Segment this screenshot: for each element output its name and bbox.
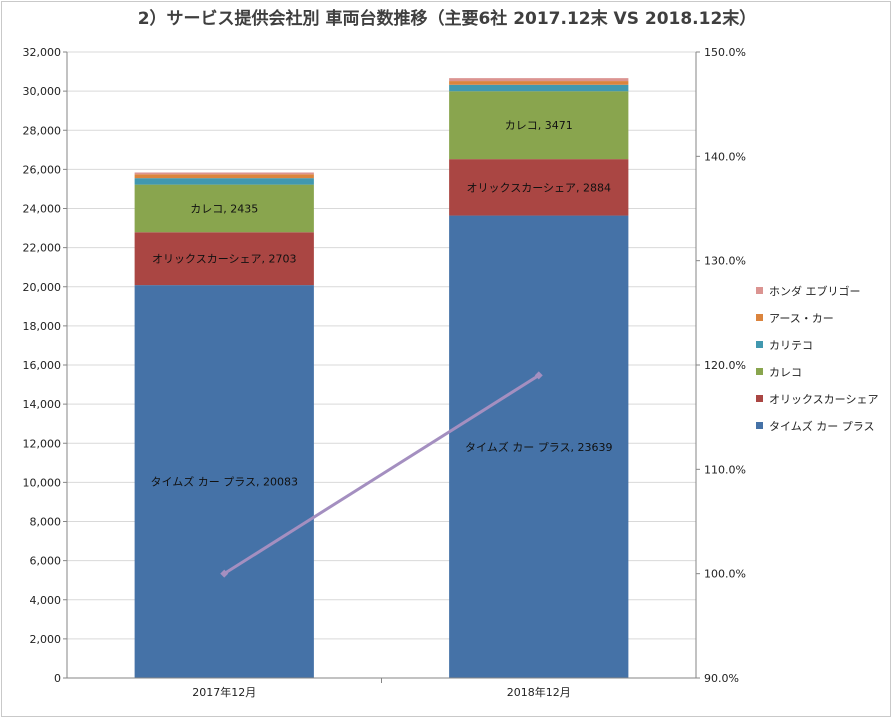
- y2-tick-label: 110.0%: [704, 463, 746, 476]
- y2-tick-label: 120.0%: [704, 359, 746, 372]
- legend-swatch: [756, 368, 763, 375]
- legend-item: カレコ: [756, 358, 888, 385]
- data-label: タイムズ カー プラス, 23639: [465, 440, 613, 454]
- data-label: オリックスカーシェア, 2884: [467, 181, 611, 194]
- bar-segment: [449, 215, 629, 678]
- bar-segment: [449, 78, 629, 82]
- y-tick-label: 18,000: [23, 320, 62, 333]
- y-tick-label: 8,000: [30, 516, 62, 529]
- y-tick-label: 10,000: [23, 476, 62, 489]
- bar-segment: [134, 184, 314, 233]
- chart-title: 2）サービス提供会社別 車両台数推移（主要6社 2017.12末 VS 2018…: [137, 9, 757, 29]
- y-tick-label: 22,000: [23, 242, 62, 255]
- y-tick-label: 6,000: [30, 555, 62, 568]
- y2-tick-label: 140.0%: [704, 150, 746, 163]
- data-label: タイムズ カー プラス, 20083: [150, 475, 298, 489]
- y-tick-label: 2,000: [30, 633, 62, 646]
- bar-segment: [449, 84, 629, 92]
- y2-tick-label: 150.0%: [704, 46, 746, 59]
- y2-tick-label: 90.0%: [704, 672, 739, 685]
- y-tick-label: 16,000: [23, 359, 62, 372]
- bar-segment: [449, 91, 629, 160]
- legend-swatch: [756, 341, 763, 348]
- legend-swatch: [756, 314, 763, 321]
- y-tick-label: 28,000: [23, 124, 62, 137]
- y2-tick-label: 100.0%: [704, 568, 746, 581]
- legend-item: カリテコ: [756, 331, 888, 358]
- x-tick-label: 2017年12月: [192, 685, 256, 699]
- y-tick-label: 24,000: [23, 203, 62, 216]
- legend-swatch: [756, 287, 763, 294]
- bar-segment: [134, 232, 314, 286]
- bar-segment: [134, 285, 314, 678]
- y-tick-label: 30,000: [23, 85, 62, 98]
- x-tick-label: 2018年12月: [507, 685, 571, 699]
- bar-segment: [134, 174, 314, 179]
- y-tick-label: 12,000: [23, 437, 62, 450]
- y-tick-label: 0: [54, 672, 61, 685]
- line-marker: [220, 569, 229, 578]
- y-tick-label: 26,000: [23, 163, 62, 176]
- bar-segment: [134, 178, 314, 185]
- y2-tick-label: 130.0%: [704, 255, 746, 268]
- legend-label: オリックスカーシェア: [769, 392, 879, 406]
- legend-swatch: [756, 395, 763, 402]
- legend-item: オリックスカーシェア: [756, 385, 888, 412]
- y-tick-label: 4,000: [30, 594, 62, 607]
- y-tick-label: 20,000: [23, 281, 62, 294]
- chart-legend: ホンダ エブリゴー アース・カー カリテコカレコオリックスカーシェア タイムズ カー …: [756, 277, 888, 439]
- legend-label: カリテコ: [769, 338, 813, 352]
- legend-label: タイムズ カー プラス: [769, 419, 875, 433]
- data-label: カレコ, 3471: [505, 119, 573, 132]
- line-marker: [534, 371, 543, 380]
- data-label: オリックスカーシェア, 2703: [152, 253, 296, 266]
- bar-segment: [134, 172, 314, 175]
- bar-segment: [449, 81, 629, 85]
- legend-label: アース・カー: [769, 311, 834, 325]
- data-label: カレコ, 2435: [190, 202, 258, 215]
- legend-label: ホンダ エブリゴー: [769, 284, 861, 298]
- legend-swatch: [756, 422, 763, 429]
- legend-item: ホンダ エブリゴー: [756, 277, 888, 304]
- y-tick-label: 14,000: [23, 398, 62, 411]
- legend-label: カレコ: [769, 365, 802, 379]
- legend-item: タイムズ カー プラス: [756, 412, 888, 439]
- bar-segment: [449, 159, 629, 216]
- growth-line: [223, 374, 540, 575]
- legend-item: アース・カー: [756, 304, 888, 331]
- y-tick-label: 32,000: [23, 46, 62, 59]
